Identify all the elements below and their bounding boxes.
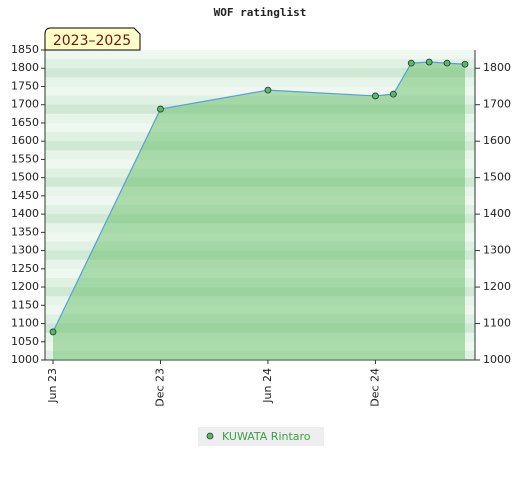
legend-label: KUWATA Rintaro [222,430,311,443]
y-tick-label: 1050 [11,335,39,348]
y-tick-label: 1600 [11,134,39,147]
y-tick-label: 1400 [11,207,39,220]
y-tick-label: 1100 [11,317,39,330]
y-tick-label: 1350 [11,225,39,238]
x-tick-label: Jun 24 [261,368,274,404]
background-stripe [45,287,475,297]
background-stripe [45,314,475,325]
marker [443,59,451,67]
background-stripe [45,305,475,315]
y2-tick-label: 1200 [483,280,511,293]
x-tick-label: Jun 23 [46,368,59,404]
area [53,62,465,361]
background-stripe [45,223,475,233]
background-stripe [45,122,475,133]
background-stripe [45,59,475,69]
background-stripe [45,268,475,279]
y2-tick-label: 1300 [483,244,511,257]
background-stripe [45,259,475,270]
marker [157,105,164,113]
legend-box [198,427,324,446]
y-tick-label: 1000 [11,353,39,366]
y-tick-label: 1800 [11,61,39,74]
marker [461,60,469,68]
background-stripe [45,68,475,78]
background-stripe [45,205,475,215]
annotation: 2023–2025 [53,33,131,49]
background-stripe [45,232,475,242]
background-stripe [45,177,475,188]
y2-tick-label: 1800 [483,61,511,74]
background-stripe [45,186,475,197]
y-tick-label: 1650 [11,116,39,129]
y-tick-label: 1850 [11,43,39,56]
background-stripe [45,332,475,343]
y-tick-label: 1500 [11,171,39,184]
background-stripe [45,195,475,206]
background-stripe [45,250,475,261]
background-stripe [45,241,475,252]
background-stripe [45,150,475,160]
y2-tick-label: 1600 [483,134,511,147]
background-stripe [45,132,475,142]
background-stripe [45,323,475,334]
background-stripe [45,168,475,179]
y-tick-label: 1550 [11,152,39,165]
annotation-box [44,27,141,51]
y-tick-label: 1300 [11,244,39,257]
background-stripe [45,141,475,151]
background-stripe [45,296,475,306]
x-tick-label: Dec 23 [153,368,166,407]
y-tick-label: 1250 [11,262,39,275]
chart-title: WOF ratinglist [214,6,307,19]
y2-tick-label: 1000 [483,353,511,366]
legend-marker [206,432,214,440]
y2-tick-label: 1500 [483,171,511,184]
marker [425,58,433,66]
background-stripe [45,341,475,352]
background-stripe [45,95,475,106]
background-stripe [45,277,475,288]
marker [389,90,397,98]
y-tick-label: 1750 [11,79,39,92]
plot-area [45,50,475,361]
background-stripe [45,113,475,124]
background-stripe [45,50,475,60]
background-stripe [45,350,475,361]
marker [264,86,272,94]
background-stripe [45,77,475,87]
x-tick-label: Dec 24 [368,368,381,407]
y2-tick-label: 1700 [483,98,511,111]
marker [372,92,379,100]
y2-tick-label: 1400 [483,207,511,220]
y-tick-label: 1700 [11,98,39,111]
background-stripe [45,159,475,170]
marker [49,328,57,336]
y2-tick-label: 1100 [483,317,511,330]
y-tick-label: 1150 [11,298,39,311]
background-stripe [45,214,475,224]
y-tick-label: 1200 [11,280,39,293]
y-tick-label: 1450 [11,189,39,202]
marker [407,59,415,67]
background-stripe [45,104,475,115]
